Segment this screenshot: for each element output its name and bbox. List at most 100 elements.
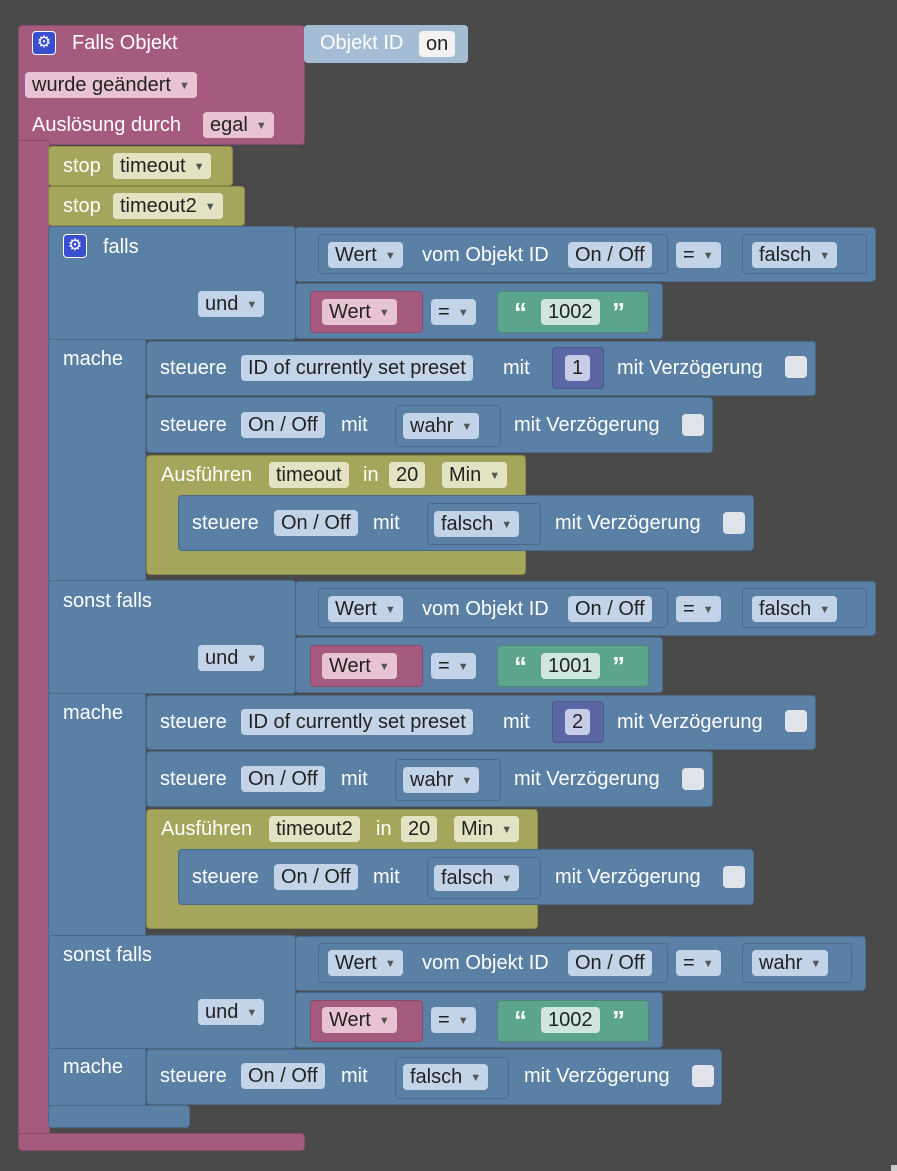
delay-label: mit Verzögerung [555,866,701,888]
boolean-dropdown[interactable]: falsch ▼ [434,865,520,891]
object-id-field[interactable]: On / Off [241,412,325,438]
and-dropdown[interactable]: und ▼ [198,645,265,671]
stop-timer-dropdown[interactable]: timeout ▼ [113,153,212,179]
operator-dropdown[interactable]: = ▼ [431,653,476,679]
timer-unit-dropdown[interactable]: Min ▼ [442,462,508,488]
control-label: steuere [192,866,259,888]
chevron-down-icon: ▼ [819,250,831,262]
object-id-field[interactable]: On / Off [274,510,358,536]
stop-timer-name: timeout [120,155,186,177]
boolean-dropdown[interactable]: falsch ▼ [403,1064,489,1090]
gear-icon[interactable]: ⚙ [32,31,56,55]
chevron-down-icon: ▼ [501,519,513,531]
operator-dropdown[interactable]: = ▼ [431,1007,476,1033]
boolean-dropdown[interactable]: wahr ▼ [403,413,480,439]
control-label: steuere [160,357,227,379]
changed-dropdown-label: wurde geändert [32,74,171,96]
number-field[interactable]: 1 [565,355,591,381]
chevron-down-icon: ▼ [378,307,390,319]
mit-label: mit [373,866,400,888]
timer-unit-dropdown[interactable]: Min ▼ [454,816,520,842]
chevron-down-icon: ▼ [489,470,501,482]
value-dropdown[interactable]: Wert ▼ [328,242,403,268]
delay-label: mit Verzögerung [524,1065,670,1087]
chevron-down-icon: ▼ [255,120,267,132]
value-dropdown[interactable]: Wert ▼ [322,1007,397,1033]
chevron-down-icon: ▼ [384,250,396,262]
delay-checkbox[interactable] [785,356,807,378]
gear-icon[interactable]: ⚙ [63,234,87,258]
timer-name-field[interactable]: timeout2 [269,816,360,842]
object-id-field[interactable]: on [419,31,456,57]
object-id-field[interactable]: On / Off [568,596,652,622]
stop-timer-dropdown[interactable]: timeout2 ▼ [113,193,223,219]
operator-label: = [438,1009,450,1031]
operator-dropdown[interactable]: = ▼ [676,950,721,976]
chevron-down-icon: ▼ [501,824,513,836]
timer-label: Ausführen [161,464,253,486]
do-label: mache [63,1056,124,1078]
mit-label: mit [341,1065,368,1087]
else-if-label: sonst falls [63,590,152,612]
object-id-field[interactable]: On / Off [241,1063,325,1089]
boolean-dropdown[interactable]: wahr ▼ [752,950,829,976]
and-dropdown[interactable]: und ▼ [198,999,265,1025]
delay-checkbox[interactable] [692,1065,714,1087]
operator-label: = [438,301,450,323]
timer-unit-label: Min [449,464,482,486]
chevron-down-icon: ▼ [384,958,396,970]
delay-checkbox[interactable] [682,414,704,436]
changed-dropdown[interactable]: wurde geändert ▼ [25,72,197,98]
delay-checkbox[interactable] [723,512,745,534]
else-if-label: sonst falls [63,944,152,966]
and-label: und [205,1001,239,1023]
delay-checkbox[interactable] [785,710,807,732]
delay-label: mit Verzögerung [555,512,701,534]
and-dropdown[interactable]: und ▼ [198,291,265,317]
and-label: und [205,647,239,669]
operator-dropdown[interactable]: = ▼ [676,242,721,268]
value-dropdown[interactable]: Wert ▼ [328,950,403,976]
boolean-dropdown[interactable]: wahr ▼ [403,767,480,793]
object-id-field[interactable]: On / Off [568,242,652,268]
boolean-label: falsch [410,1066,463,1088]
object-id-field[interactable]: On / Off [241,766,325,792]
timer-number-field[interactable]: 20 [389,462,426,488]
if-block-header-1 [48,226,296,340]
timer-in-label: in [363,464,379,486]
text-field[interactable]: 1001 [541,653,600,679]
value-dropdown[interactable]: Wert ▼ [328,596,403,622]
open-quote-icon: “ [514,651,527,681]
text-field[interactable]: 1002 [541,1007,600,1033]
object-id-field[interactable]: ID of currently set preset [241,709,473,735]
value-dropdown-label: Wert [329,1009,371,1031]
value-dropdown[interactable]: Wert ▼ [322,299,397,325]
trigger-dropdown[interactable]: egal ▼ [203,112,274,138]
chevron-down-icon: ▼ [461,775,473,787]
mit-label: mit [373,512,400,534]
number-field[interactable]: 2 [565,709,591,735]
boolean-label: falsch [759,598,812,620]
text-field[interactable]: 1002 [541,299,600,325]
chevron-down-icon: ▼ [384,604,396,616]
object-id-field[interactable]: On / Off [274,864,358,890]
boolean-dropdown[interactable]: falsch ▼ [752,242,838,268]
boolean-label: falsch [441,867,494,889]
chevron-down-icon: ▼ [204,201,216,213]
boolean-dropdown[interactable]: falsch ▼ [752,596,838,622]
boolean-label: falsch [441,513,494,535]
operator-dropdown[interactable]: = ▼ [676,596,721,622]
delay-checkbox[interactable] [723,866,745,888]
boolean-dropdown[interactable]: falsch ▼ [434,511,520,537]
value-dropdown-label: Wert [335,598,377,620]
boolean-label: falsch [759,244,812,266]
delay-checkbox[interactable] [682,768,704,790]
timer-name-field[interactable]: timeout [269,462,349,488]
timer-number-field[interactable]: 20 [401,816,438,842]
operator-label: = [683,952,695,974]
value-dropdown[interactable]: Wert ▼ [322,653,397,679]
object-id-field[interactable]: On / Off [568,950,652,976]
operator-dropdown[interactable]: = ▼ [431,299,476,325]
if-label: falls [103,236,139,258]
object-id-field[interactable]: ID of currently set preset [241,355,473,381]
